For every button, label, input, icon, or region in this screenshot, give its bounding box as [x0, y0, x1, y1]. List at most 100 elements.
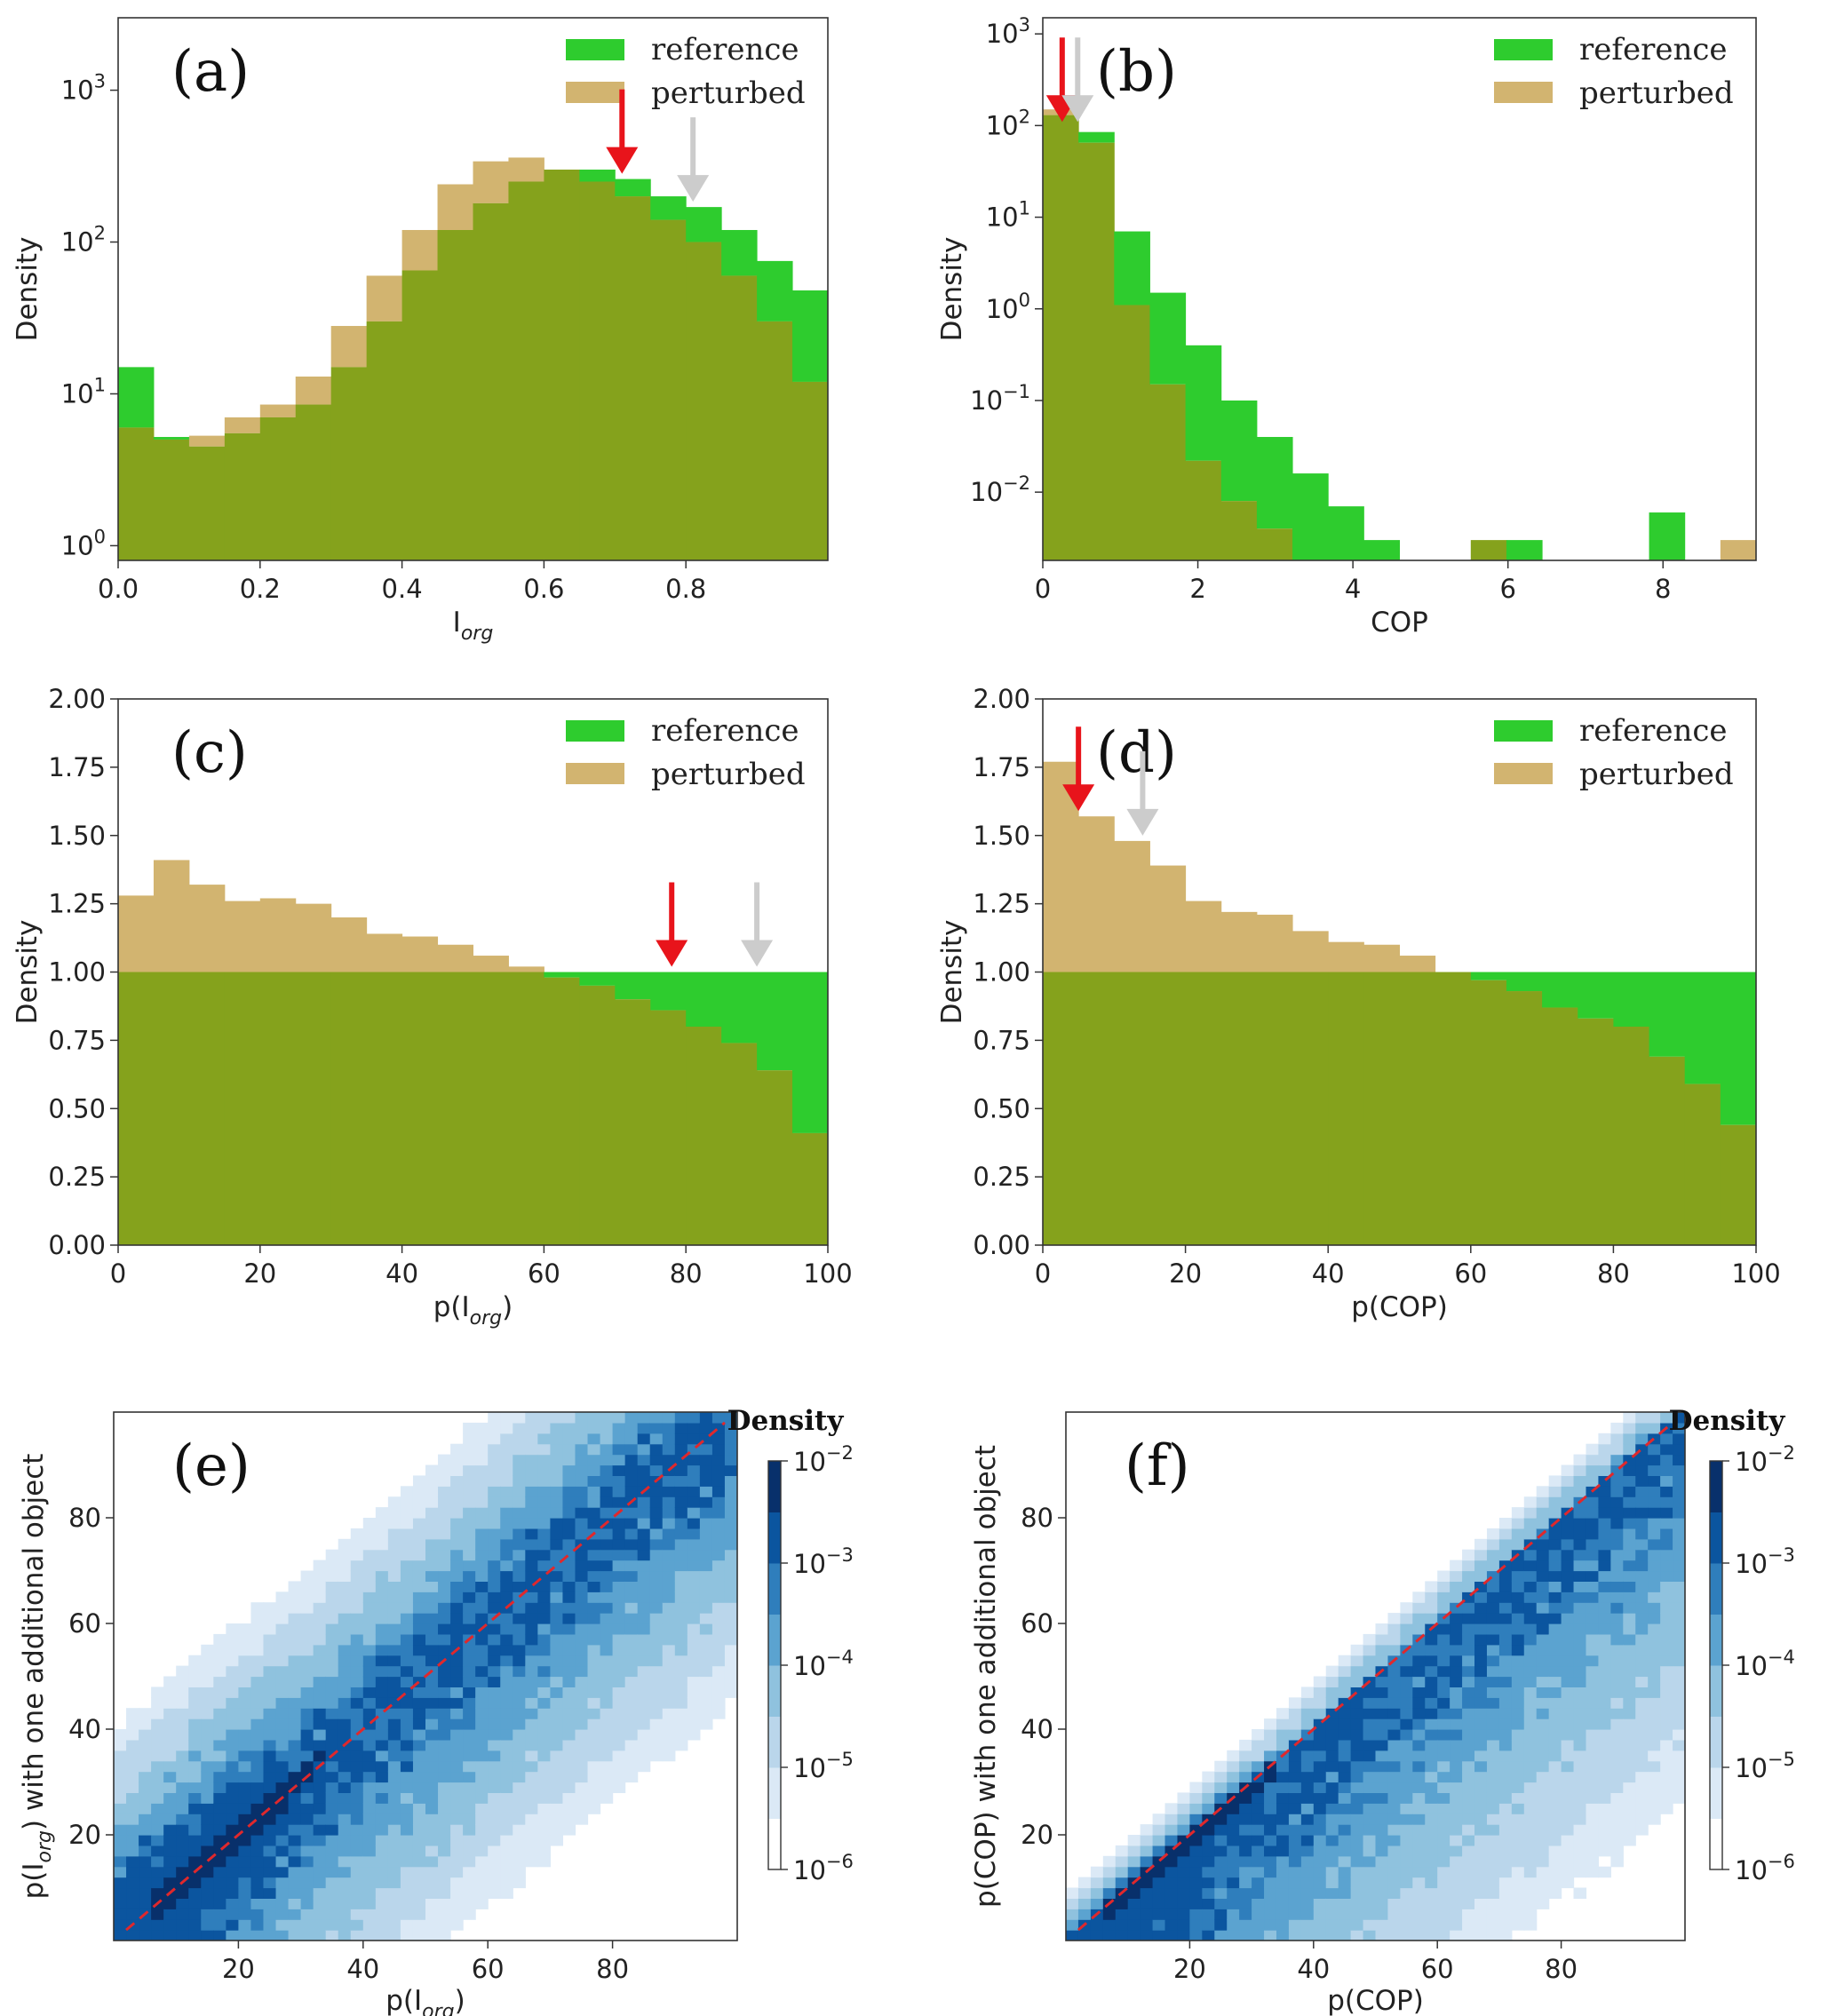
density-cell — [139, 1855, 152, 1868]
bar-perturbed-9 — [437, 944, 473, 972]
density-cell — [438, 1581, 451, 1592]
density-cell — [1239, 1803, 1252, 1814]
density-cell — [1548, 1687, 1562, 1698]
density-cell — [400, 1507, 414, 1519]
density-cell — [1189, 1877, 1203, 1889]
density-cell — [425, 1687, 439, 1698]
density-cell — [387, 1750, 401, 1762]
density-cell — [1548, 1496, 1562, 1508]
density-cell — [375, 1528, 389, 1540]
density-cell — [300, 1930, 314, 1941]
bar-overlap-18 — [757, 321, 793, 560]
density-cell — [463, 1887, 476, 1899]
density-cell — [1276, 1824, 1290, 1836]
density-cell — [488, 1665, 501, 1678]
density-cell — [1660, 1792, 1673, 1804]
density-cell — [1660, 1507, 1673, 1519]
density-cell — [1363, 1887, 1377, 1899]
density-cell — [438, 1887, 451, 1899]
density-cell — [1252, 1835, 1265, 1846]
density-cell — [1660, 1771, 1673, 1783]
panel-label: (b) — [1096, 39, 1177, 105]
density-cell — [1673, 1665, 1685, 1678]
density-cell — [1462, 1919, 1475, 1931]
bar-overlap-14 — [1542, 1007, 1578, 1245]
density-cell — [1673, 1538, 1685, 1551]
density-cell — [1474, 1824, 1488, 1836]
density-cell — [450, 1591, 464, 1603]
density-cell — [300, 1855, 314, 1868]
density-cell — [488, 1464, 501, 1476]
density-cell — [475, 1782, 489, 1793]
density-cell — [450, 1581, 464, 1592]
density-cell — [587, 1760, 601, 1773]
density-cell — [300, 1750, 314, 1762]
density-cell — [1673, 1718, 1685, 1730]
density-cell — [500, 1623, 513, 1635]
density-cell — [176, 1708, 189, 1719]
density-cell — [525, 1464, 538, 1476]
density-cell — [1586, 1518, 1600, 1529]
density-cell — [475, 1602, 489, 1614]
density-cell — [1363, 1760, 1377, 1773]
density-cell — [288, 1581, 302, 1592]
density-cell — [238, 1855, 252, 1868]
density-cell — [362, 1560, 377, 1572]
density-cell — [114, 1814, 127, 1825]
density-cell — [537, 1475, 551, 1487]
bar-perturbed-20 — [1756, 1196, 1792, 1245]
density-cell — [1486, 1708, 1500, 1719]
density-cell — [1523, 1602, 1538, 1614]
density-cell — [600, 1655, 614, 1667]
density-cell — [275, 1919, 290, 1931]
density-cell — [537, 1750, 551, 1762]
density-cell — [1635, 1507, 1649, 1519]
density-cell — [1313, 1930, 1327, 1941]
x-axis-label-sub: org — [470, 1307, 503, 1329]
density-cell — [562, 1729, 576, 1741]
density-cell — [1586, 1676, 1600, 1687]
density-cell — [300, 1792, 314, 1804]
density-cell — [1498, 1623, 1513, 1635]
density-cell — [575, 1623, 589, 1635]
density-cell — [1288, 1792, 1302, 1804]
density-cell — [362, 1665, 377, 1678]
density-cell — [1400, 1602, 1413, 1614]
density-cell — [1523, 1708, 1538, 1719]
colorbar-tick-label: 10−3 — [1735, 1544, 1795, 1579]
density-cell — [1610, 1845, 1624, 1857]
density-cell — [1300, 1687, 1315, 1698]
density-cell — [475, 1887, 489, 1899]
density-cell — [513, 1422, 526, 1434]
density-cell — [1536, 1877, 1550, 1889]
density-cell — [450, 1518, 464, 1529]
density-cell — [288, 1623, 302, 1635]
density-cell — [288, 1718, 302, 1730]
density-cell — [1325, 1877, 1339, 1889]
density-cell — [450, 1602, 464, 1614]
density-cell — [624, 1729, 639, 1741]
density-cell — [1523, 1591, 1538, 1603]
density-cell — [412, 1507, 426, 1519]
density-cell — [438, 1518, 451, 1529]
density-cell — [1450, 1560, 1463, 1572]
density-cell — [513, 1570, 526, 1582]
density-cell — [387, 1591, 401, 1603]
density-cell — [375, 1718, 389, 1730]
density-cell — [163, 1760, 177, 1773]
density-cell — [624, 1518, 639, 1529]
density-cell — [525, 1803, 538, 1814]
x-axis-label-main: p(COP) — [1351, 1291, 1448, 1323]
density-cell — [1252, 1866, 1265, 1878]
bars — [1043, 761, 1792, 1245]
density-cell — [662, 1560, 676, 1572]
density-cell — [1400, 1687, 1413, 1698]
density-cell — [375, 1792, 389, 1804]
density-cell — [1437, 1633, 1451, 1646]
density-cell — [1115, 1909, 1129, 1920]
density-cell — [412, 1877, 426, 1889]
density-cell — [1189, 1855, 1203, 1868]
density-cell — [387, 1814, 401, 1825]
density-cell — [375, 1644, 389, 1656]
density-cell — [425, 1644, 439, 1656]
